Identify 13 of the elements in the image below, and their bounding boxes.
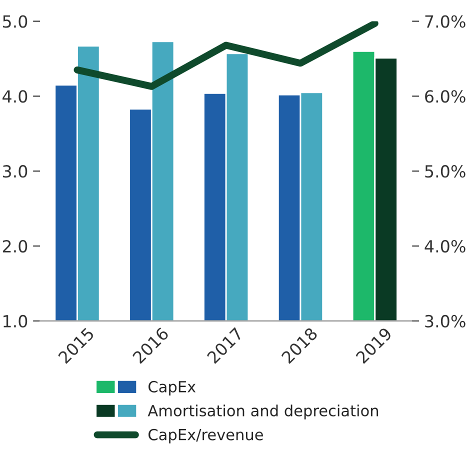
legend-label: Amortisation and depreciation [148, 404, 378, 420]
y-tick-label: 3.0 [2, 165, 28, 178]
y2-tick-label: 7.0% [425, 15, 466, 28]
y2-tick-label: 5.0% [425, 165, 466, 178]
legend-label: CapEx [148, 380, 196, 396]
y2-tick-label: 4.0% [424, 240, 466, 253]
y-tick-label: 4.0 [2, 90, 28, 103]
y2-tick-label: 3.0% [425, 314, 466, 328]
y-tick-label: 2.0 [2, 240, 28, 253]
y-tick-label: 5.0 [3, 15, 28, 28]
y-tick-label: 1.0 [4, 314, 28, 328]
legend-label: CapEx/revenue [148, 428, 263, 444]
y2-tick-label: 6.0% [425, 90, 466, 103]
